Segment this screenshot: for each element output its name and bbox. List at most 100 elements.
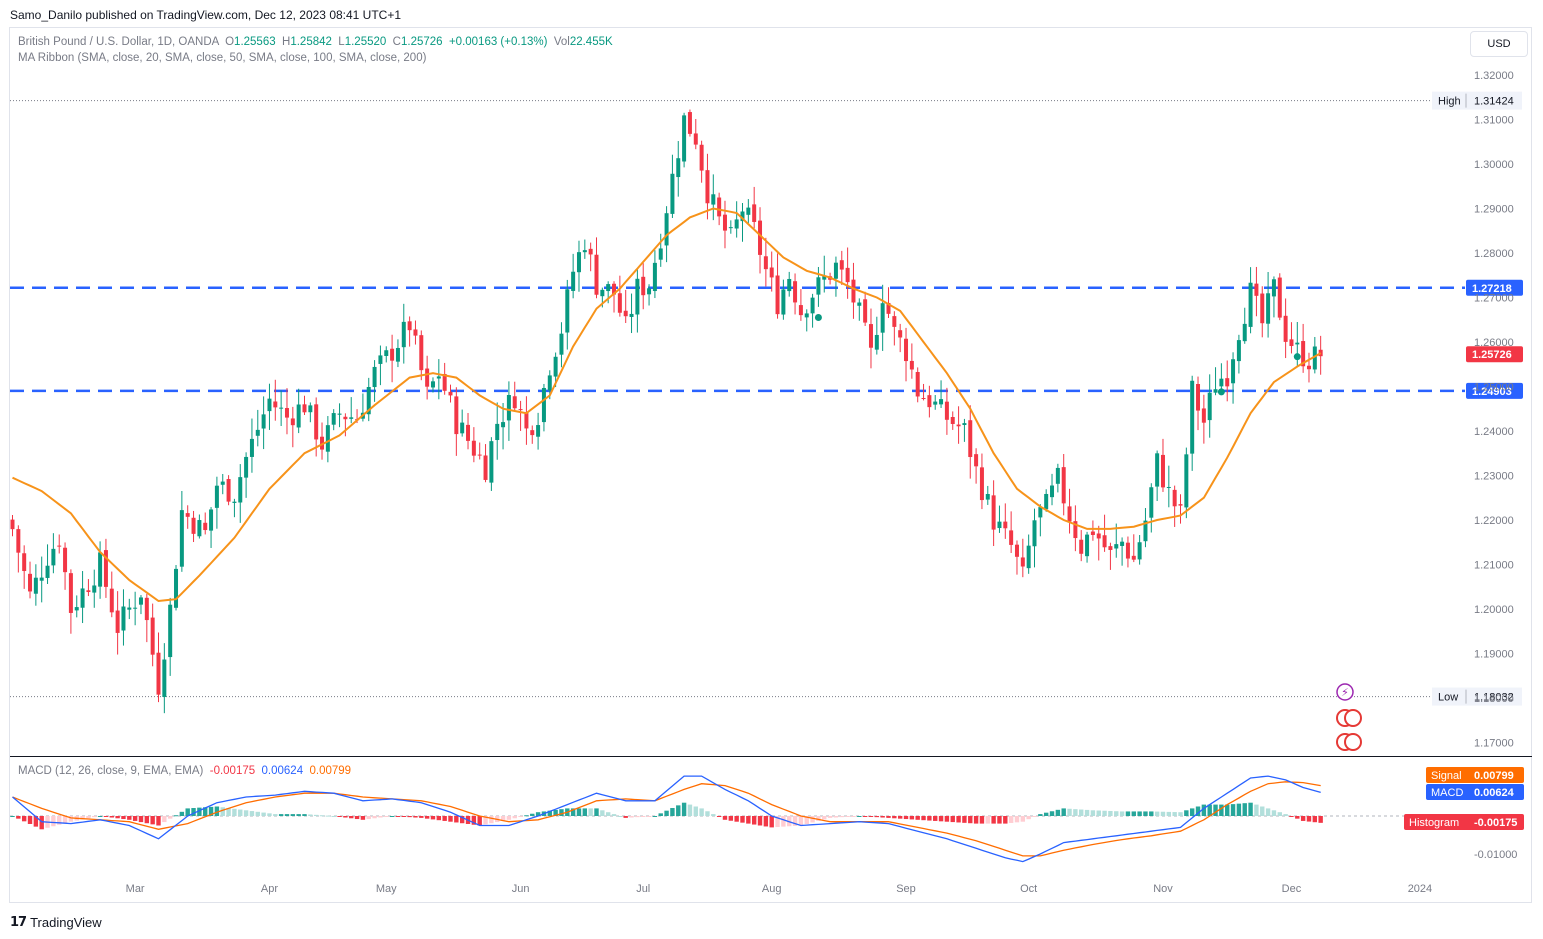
candle-body[interactable] [273,401,278,408]
candle-body[interactable] [366,386,371,415]
candle-body[interactable] [150,617,155,655]
candle-body[interactable] [197,520,202,537]
candle-body[interactable] [898,330,903,338]
candle-body[interactable] [244,456,249,478]
candle-body[interactable] [1120,541,1125,546]
candle-body[interactable] [1248,282,1253,327]
candle-body[interactable] [255,429,260,436]
candle-body[interactable] [740,211,745,222]
candle-body[interactable] [506,394,511,421]
candle-body[interactable] [51,548,56,566]
candle-body[interactable] [384,350,389,356]
candle-body[interactable] [658,248,663,260]
candle-body[interactable] [839,260,844,270]
candle-body[interactable] [1073,521,1078,539]
candle-body[interactable] [617,293,622,313]
candle-body[interactable] [822,276,827,280]
candle-body[interactable] [226,479,231,502]
candle-body[interactable] [296,404,301,428]
candle-body[interactable] [419,335,424,371]
candle-body[interactable] [810,297,815,314]
candle-body[interactable] [308,405,313,413]
candle-body[interactable] [501,422,506,428]
macd-line[interactable] [12,775,1321,863]
candle-body[interactable] [845,267,850,283]
candle-body[interactable] [261,414,266,429]
candle-body[interactable] [1137,542,1142,560]
candle-body[interactable] [1079,539,1084,554]
symbol-name[interactable]: British Pound / U.S. Dollar, 1D, OANDA [18,36,219,48]
candle-body[interactable] [927,395,932,408]
candle-body[interactable] [1143,520,1148,542]
candle-body[interactable] [349,417,354,419]
candle-body[interactable] [471,440,476,456]
candle-body[interactable] [1102,535,1107,548]
candle-body[interactable] [612,283,617,295]
candle-body[interactable] [571,271,576,291]
candle-body[interactable] [325,425,330,452]
candle-body[interactable] [1090,531,1095,535]
candle-body[interactable] [968,420,973,458]
candle-body[interactable] [787,278,792,292]
candle-body[interactable] [413,329,418,336]
candle-body[interactable] [1219,378,1224,387]
candle-body[interactable] [115,610,120,633]
tradingview-footer[interactable]: 𝟭𝟳 TradingView [10,914,102,930]
candle-body[interactable] [956,424,961,427]
candle-body[interactable] [775,275,780,315]
candle-body[interactable] [979,467,984,501]
candle-body[interactable] [284,408,289,418]
candle-body[interactable] [16,529,21,553]
candle-body[interactable] [886,302,891,314]
candle-body[interactable] [314,404,319,440]
candle-body[interactable] [1301,341,1306,367]
candle-body[interactable] [39,577,44,581]
candle-body[interactable] [547,375,552,391]
candle-body[interactable] [734,219,739,229]
candle-body[interactable] [430,381,435,388]
candle-body[interactable] [168,604,173,658]
candle-body[interactable] [530,430,535,436]
candle-body[interactable] [909,360,914,370]
candle-body[interactable] [22,553,27,572]
candle-body[interactable] [717,197,722,217]
ma20-line[interactable] [12,207,1322,603]
candle-body[interactable] [863,299,868,323]
candle-body[interactable] [722,214,727,231]
candle-body[interactable] [232,501,237,503]
candle-body[interactable] [483,455,488,480]
candle-body[interactable] [378,355,383,364]
candle-body[interactable] [337,413,342,415]
candle-body[interactable] [1085,534,1090,557]
candle-body[interactable] [565,289,570,333]
candle-body[interactable] [144,597,149,621]
candle-body[interactable] [1289,339,1294,347]
candle-body[interactable] [1096,533,1101,539]
candle-body[interactable] [541,387,546,423]
candle-body[interactable] [874,334,879,350]
candle-body[interactable] [1201,408,1206,423]
candle-body[interactable] [10,519,15,530]
candle-body[interactable] [74,607,79,611]
candle-body[interactable] [793,281,798,303]
candle-body[interactable] [372,366,377,388]
candle-body[interactable] [238,477,243,503]
candle-body[interactable] [436,376,441,379]
candle-body[interactable] [1003,521,1008,529]
candle-body[interactable] [279,407,284,409]
candle-body[interactable] [1271,279,1276,297]
candle-body[interactable] [1318,349,1323,357]
candle-body[interactable] [442,373,447,391]
candle-body[interactable] [425,368,430,387]
candle-body[interactable] [1026,545,1031,569]
candle-body[interactable] [1032,520,1037,547]
candle-body[interactable] [1131,555,1136,560]
candle-body[interactable] [576,252,581,273]
candle-body[interactable] [460,422,465,434]
candle-body[interactable] [985,494,990,500]
candle-body[interactable] [390,348,395,361]
candle-body[interactable] [588,248,593,255]
candle-body[interactable] [553,356,558,377]
candle-body[interactable] [1207,392,1212,421]
candle-body[interactable] [892,316,897,327]
